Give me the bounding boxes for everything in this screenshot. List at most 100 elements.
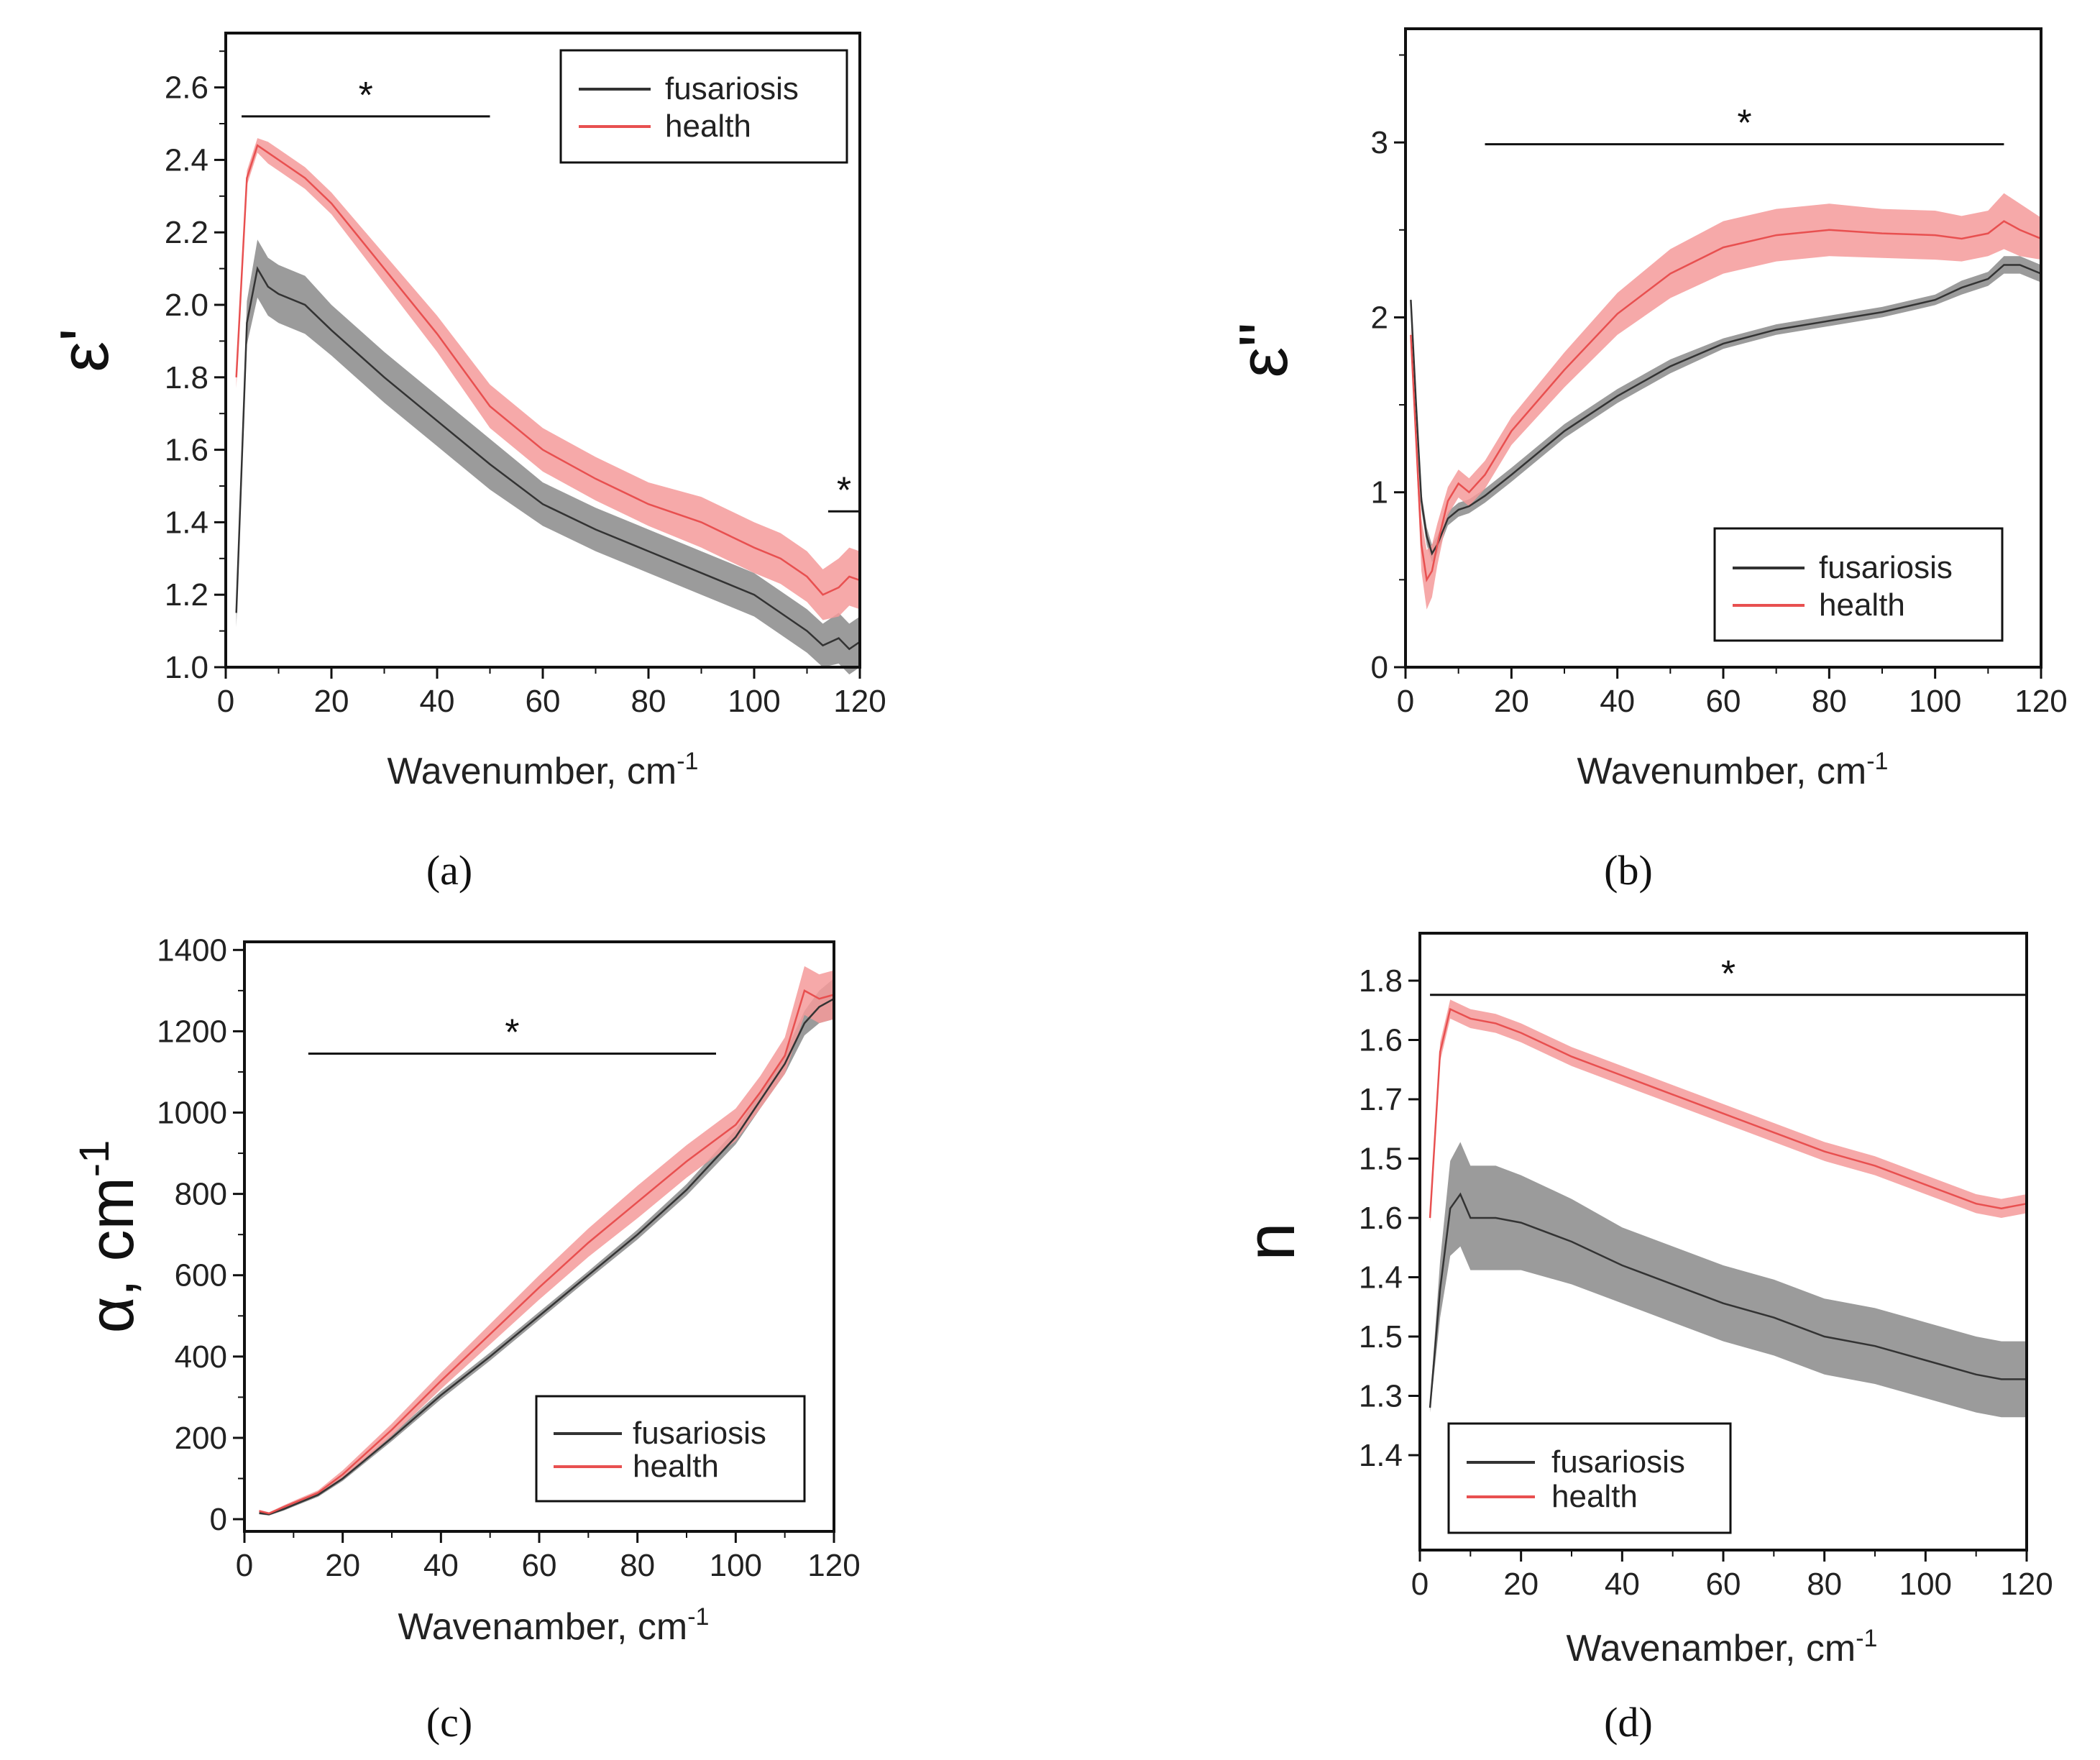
y-tick-label: 800 bbox=[175, 1177, 227, 1212]
legend: fusariosis health bbox=[1447, 1422, 1732, 1534]
significance-star: * bbox=[837, 469, 851, 511]
x-axis-title: Wavenamber, cm-1 bbox=[1567, 1625, 1878, 1669]
legend-label-fusariosis: fusariosis bbox=[1819, 550, 1953, 585]
legend: fusariosis health bbox=[535, 1395, 806, 1503]
error-band-fusariosis bbox=[236, 239, 860, 675]
y-tick-label: 1.3 bbox=[1359, 1379, 1403, 1414]
error-band-fusariosis bbox=[1411, 256, 2041, 563]
y-tick-label: 3 bbox=[1371, 125, 1388, 160]
legend-box bbox=[535, 1395, 806, 1503]
x-tick-label: 20 bbox=[314, 684, 349, 719]
panel-c: 0 20 40 60 80 100 1200200400600800100012001400… bbox=[71, 932, 861, 1746]
x-tick-label: 40 bbox=[423, 1548, 459, 1583]
y-tick-label: 1 bbox=[1371, 475, 1388, 510]
series-line-fusariosis bbox=[235, 266, 861, 651]
x-tick-label: 0 bbox=[1397, 684, 1414, 719]
y-tick-label: 1000 bbox=[157, 1096, 227, 1131]
x-tick-label: 120 bbox=[807, 1548, 860, 1583]
series-line-health bbox=[259, 989, 835, 1515]
x-tick-label: 40 bbox=[1600, 684, 1635, 719]
legend-label-health: health bbox=[1819, 587, 1905, 623]
y-tick-label: 1.4 bbox=[165, 505, 208, 540]
legend-label-fusariosis: fusariosis bbox=[633, 1416, 766, 1451]
x-tick-label: 40 bbox=[1605, 1567, 1640, 1602]
y-tick-label: 2 bbox=[1371, 300, 1388, 335]
series-line-fusariosis bbox=[1410, 264, 2042, 556]
x-tick-label: 120 bbox=[2014, 684, 2067, 719]
x-axis-title: Wavenumber, cm-1 bbox=[1577, 748, 1889, 792]
y-axis-title: n bbox=[1232, 1222, 1309, 1260]
panel-a: 0 20 40 60 80 100 120 1.0 1.2 1.4 1.6 1.8 2.0 2.2 2.4 2… bbox=[46, 32, 886, 894]
x-tick-label: 60 bbox=[526, 684, 561, 719]
y-tick-label: 2.2 bbox=[165, 215, 208, 250]
x-tick-label: 120 bbox=[833, 684, 886, 719]
y-tick-label: 1.0 bbox=[165, 650, 208, 685]
x-tick-label: 0 bbox=[1411, 1567, 1429, 1602]
y-tick-label: 1.4 bbox=[1359, 1260, 1403, 1296]
x-tick-label: 60 bbox=[1706, 684, 1741, 719]
y-tick-label: 1200 bbox=[157, 1014, 227, 1049]
significance-star: * bbox=[1737, 103, 1751, 145]
x-tick-label: 20 bbox=[325, 1548, 360, 1583]
panel-label: (a) bbox=[426, 847, 472, 894]
y-tick-label: 1.6 bbox=[1359, 1201, 1403, 1236]
y-tick-label: 2.0 bbox=[165, 288, 208, 323]
y-tick-label: 1.8 bbox=[1359, 963, 1403, 999]
significance-star: * bbox=[505, 1012, 519, 1054]
x-axis-title: Wavenamber, cm-1 bbox=[398, 1603, 710, 1648]
series-line-fusariosis bbox=[1429, 1192, 2027, 1408]
legend-label-fusariosis: fusariosis bbox=[665, 71, 799, 106]
x-tick-label: 100 bbox=[1909, 684, 1961, 719]
x-tick-label: 100 bbox=[710, 1548, 762, 1583]
legend: fusariosis health bbox=[1713, 527, 2004, 642]
y-tick-label: 1.7 bbox=[1359, 1082, 1403, 1117]
x-tick-label: 40 bbox=[420, 684, 455, 719]
y-axis-title: ε" bbox=[1225, 323, 1302, 378]
series-line-health bbox=[1429, 1007, 2027, 1219]
legend-box bbox=[1713, 527, 2004, 642]
y-tick-label: 200 bbox=[175, 1421, 227, 1456]
x-tick-label: 60 bbox=[522, 1548, 557, 1583]
panel-label: (c) bbox=[426, 1699, 472, 1746]
y-tick-label: 1.6 bbox=[165, 433, 208, 468]
x-tick-label: 20 bbox=[1503, 1567, 1539, 1602]
x-tick-label: 100 bbox=[1899, 1567, 1952, 1602]
error-band-health bbox=[236, 138, 860, 620]
y-tick-label: 0 bbox=[210, 1502, 227, 1537]
legend-label-health: health bbox=[633, 1449, 719, 1484]
series-line-health bbox=[235, 144, 861, 596]
series-line-fusariosis bbox=[259, 998, 835, 1516]
error-band-fusariosis bbox=[1430, 1142, 2027, 1418]
y-tick-label: 1.6 bbox=[1359, 1023, 1403, 1058]
y-tick-label: 2.6 bbox=[165, 70, 208, 106]
x-tick-label: 0 bbox=[236, 1548, 253, 1583]
y-tick-label: 1.5 bbox=[1359, 1319, 1403, 1355]
x-tick-label: 100 bbox=[728, 684, 780, 719]
series-line-health bbox=[1410, 220, 2042, 582]
y-tick-label: 600 bbox=[175, 1258, 227, 1293]
x-tick-label: 80 bbox=[1812, 684, 1847, 719]
y-tick-label: 1.5 bbox=[1359, 1142, 1403, 1177]
panel-d: 0 20 40 60 80 100 120 1.4 1.3 1.5 1.4 1.6 1.5 1.7 1.6 1… bbox=[1232, 932, 2053, 1746]
x-tick-label: 80 bbox=[631, 684, 666, 719]
legend-label-health: health bbox=[665, 109, 751, 144]
panel-label: (b) bbox=[1604, 847, 1653, 894]
x-tick-label: 80 bbox=[1807, 1567, 1842, 1602]
legend-label-fusariosis: fusariosis bbox=[1551, 1444, 1685, 1480]
x-tick-label: 80 bbox=[620, 1548, 655, 1583]
x-tick-label: 20 bbox=[1494, 684, 1529, 719]
y-tick-label: 1400 bbox=[157, 932, 227, 968]
significance-star: * bbox=[359, 75, 373, 116]
y-tick-label: 1.4 bbox=[1359, 1438, 1403, 1473]
x-tick-label: 120 bbox=[2000, 1567, 2053, 1602]
legend-box bbox=[1447, 1422, 1732, 1534]
y-tick-label: 2.4 bbox=[165, 142, 208, 178]
y-axis-title: ε' bbox=[46, 328, 123, 372]
y-tick-label: 1.8 bbox=[165, 360, 208, 395]
significance-star: * bbox=[1721, 953, 1736, 995]
legend-label-health: health bbox=[1551, 1479, 1638, 1514]
y-tick-label: 0 bbox=[1371, 650, 1388, 685]
legend-box bbox=[559, 49, 848, 164]
